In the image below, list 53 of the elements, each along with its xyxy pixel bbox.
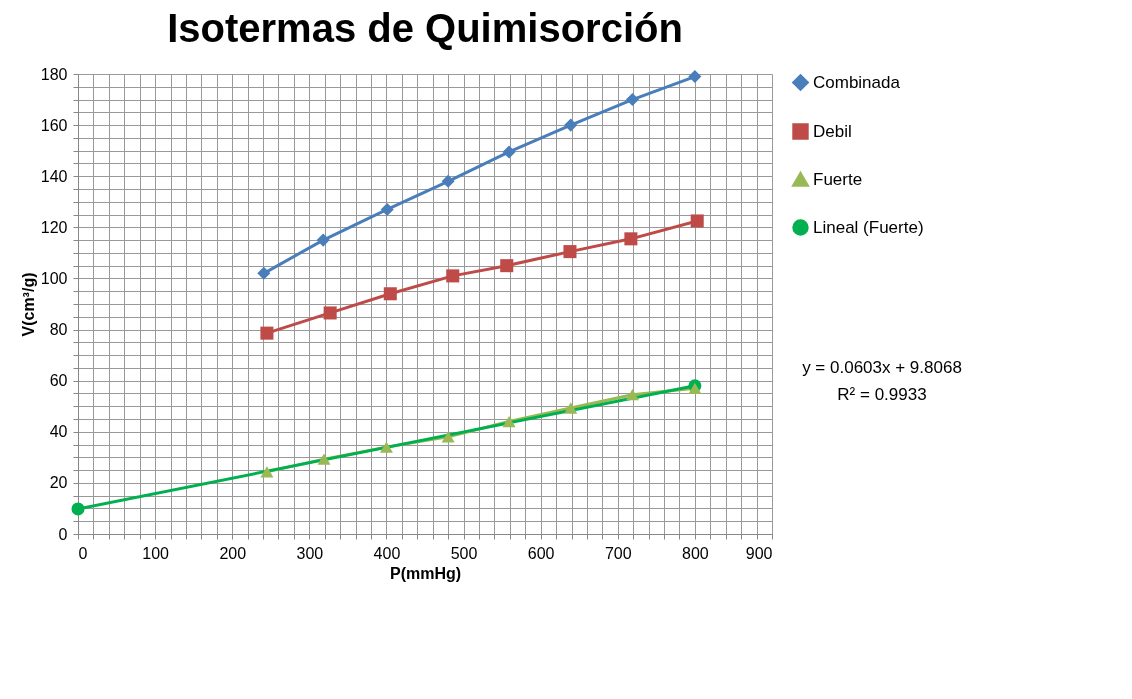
point bbox=[624, 232, 638, 246]
point bbox=[317, 453, 331, 465]
point bbox=[441, 431, 455, 443]
point bbox=[379, 441, 393, 453]
point bbox=[260, 326, 274, 340]
text: y = 0.0603x + 9.8068 bbox=[802, 358, 962, 378]
point bbox=[257, 266, 271, 280]
point bbox=[502, 415, 516, 428]
x-tick-label: 300 bbox=[296, 544, 324, 562]
y-tick-label: 60 bbox=[49, 372, 68, 390]
point bbox=[502, 145, 516, 159]
point bbox=[625, 389, 639, 401]
point bbox=[383, 287, 397, 301]
point bbox=[564, 118, 578, 132]
x-tick-label: 700 bbox=[604, 544, 632, 562]
x-tick-label: 0 bbox=[78, 544, 88, 562]
x-tick-label: 900 bbox=[745, 544, 773, 562]
point bbox=[441, 174, 455, 188]
y-tick-label: 180 bbox=[40, 65, 68, 83]
point bbox=[323, 306, 337, 320]
y-tick-label: 20 bbox=[49, 474, 68, 492]
legend-label: Debil bbox=[813, 121, 852, 141]
point bbox=[500, 259, 514, 273]
legend-label: Lineal (Fuerte) bbox=[813, 217, 924, 237]
legend-label: Combinada bbox=[813, 72, 901, 92]
y-tick-label: 160 bbox=[40, 116, 68, 134]
y-tick-label: 80 bbox=[49, 321, 68, 339]
point bbox=[688, 70, 702, 84]
point bbox=[563, 245, 577, 259]
y-tick-label: 120 bbox=[40, 218, 68, 236]
point bbox=[564, 402, 578, 414]
x-tick-label: 400 bbox=[373, 544, 401, 562]
point bbox=[380, 202, 394, 216]
text: R² = 0.9933 bbox=[837, 385, 927, 405]
point bbox=[446, 269, 460, 283]
x-axis-title: P(mmHg) bbox=[389, 564, 462, 582]
y-tick-label: 40 bbox=[49, 423, 68, 441]
x-tick-label: 100 bbox=[142, 544, 170, 562]
legend-label: Fuerte bbox=[813, 169, 863, 189]
y-tick-label: 0 bbox=[58, 525, 68, 543]
point bbox=[260, 466, 274, 478]
x-tick-label: 600 bbox=[527, 544, 555, 562]
y-tick-label: 100 bbox=[40, 269, 68, 287]
x-tick-label: 200 bbox=[219, 544, 247, 562]
x-tick-label: 500 bbox=[450, 544, 478, 562]
x-tick-label: 800 bbox=[682, 544, 709, 562]
point bbox=[71, 502, 85, 516]
point bbox=[690, 214, 704, 228]
y-tick-label: 140 bbox=[40, 167, 68, 185]
y-axis-title: V(cm³/g) bbox=[19, 272, 37, 337]
point bbox=[316, 233, 330, 247]
point bbox=[625, 93, 639, 107]
chart-title: Isotermas de Quimisorción bbox=[167, 6, 683, 50]
